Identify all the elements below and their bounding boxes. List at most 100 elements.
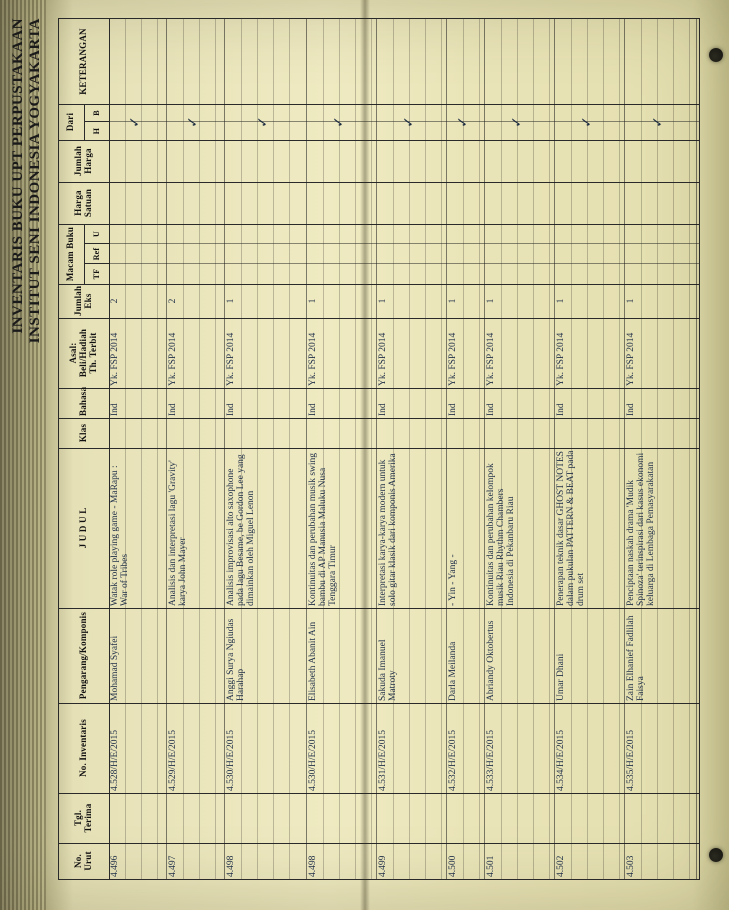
photo-scene: INVENTARIS BUKU UPT PERPUSTAKAAN INSTITU… (0, 0, 729, 910)
table-row: 4.498 4.530/H/E/2015Anggi Surya Ngiudas H… (225, 19, 307, 879)
cell-no-inventaris: 4.530/H/E/2015 (308, 703, 375, 793)
cell-bahasa: Ind (486, 388, 553, 418)
cell-judul: Analisis improvisasi alto saxophone pada… (226, 448, 305, 608)
cell-pengarang: Elisabeth Abanit Ain (308, 608, 375, 703)
cell-no-inventaris: 4.533/H/E/2015 (486, 703, 553, 793)
cell-judul: Watak role playing game - MaRapu : War o… (110, 448, 165, 608)
cell-asal: Yk. FSP 2014 (378, 318, 445, 388)
cell-no-inventaris: 4.531/H/E/2015 (378, 703, 445, 793)
cell-dari-tick: ✓ (168, 104, 223, 140)
cell-no-inventaris: 4.535/H/E/2015 (626, 703, 695, 793)
table-row: 4.502 4.534/H/E/2015Umar DhaniPenerapan t… (555, 19, 625, 879)
table-row: 4.500 4.532/H/E/2015Darla Meilanda- Yin -… (447, 19, 485, 879)
cell-no-inventaris: 4.530/H/E/2015 (226, 703, 305, 793)
cell-bahasa: Ind (556, 388, 623, 418)
cell-no-urut: 4.500 (448, 843, 483, 879)
cell-judul: Penerapan teknik dasar GHOST NOTES dalam… (556, 448, 623, 608)
cell-no-urut: 4.503 (626, 843, 695, 879)
table-row: 4.497 4.529/H/E/2015 Analisis dan interpre… (167, 19, 225, 879)
cell-asal: Yk. FSP 2014 (556, 318, 623, 388)
cell-bahasa: Ind (308, 388, 375, 418)
ledger-page: INVENTARIS BUKU UPT PERPUSTAKAAN INSTITU… (0, 0, 729, 910)
subheader-macam_buku-Ref: Ref (84, 244, 109, 264)
cell-no-urut: 4.496 (110, 843, 165, 879)
cell-pengarang: Anggi Surya Ngiudas Harahap (226, 608, 305, 703)
table-row: 4.503 4.535/H/E/2015Zain Elhanief Fadlila… (625, 19, 697, 879)
subheader-macam_buku-U: U (84, 224, 109, 244)
cell-bahasa: Ind (378, 388, 445, 418)
title-line-1: INVENTARIS BUKU UPT PERPUSTAKAAN (10, 18, 27, 343)
cell-jumlah-eks: 1 (556, 284, 623, 318)
header-harga_satuan: HargaSatuan (74, 184, 94, 222)
header-jumlah_harga: JumlahHarga (74, 142, 94, 180)
cell-dari-tick: ✓ (626, 104, 695, 140)
cell-dari-tick: ✓ (556, 104, 623, 140)
table-header: No.Urut Tgl. Terima No. Inventaris Pengaran… (59, 19, 110, 879)
cell-pengarang (168, 608, 223, 703)
header-macam_buku: Macam Buku (66, 226, 76, 282)
cell-bahasa: Ind (226, 388, 305, 418)
cell-no-urut: 4.498 (226, 843, 305, 879)
header-no_urut: No.Urut (74, 845, 94, 877)
cell-bahasa: Ind (110, 388, 165, 418)
cell-dari-tick: ✓ (378, 104, 445, 140)
cell-bahasa: Ind (448, 388, 483, 418)
cell-dari-tick: ✓ (448, 104, 483, 140)
cell-dari-tick: ✓ (110, 104, 165, 140)
header-asal: Asal:Beli/HadiahTh. Terbit (69, 320, 99, 386)
cell-no-urut: 4.498 (308, 843, 375, 879)
cell-no-inventaris: 4.532/H/E/2015 (448, 703, 483, 793)
cell-asal: Yk. FSP 2014 (226, 318, 305, 388)
table-row: 4.499 4.531/H/E/2015Sakuda Imanuel Matrot… (377, 19, 447, 879)
subheader-macam_buku-TF: TF (84, 264, 109, 284)
cell-judul: - Yin - Yang - (448, 448, 483, 608)
header-tgl_terima: Tgl. Terima (74, 795, 94, 841)
cell-bahasa: Ind (626, 388, 695, 418)
cell-pengarang: Zain Elhanief Fadlilah Faisya (626, 608, 695, 703)
cell-asal: Yk. FSP 2014 (486, 318, 553, 388)
cell-jumlah-eks: 1 (626, 284, 695, 318)
subheader-dari-H: H (84, 122, 109, 140)
cell-no-urut: 4.501 (486, 843, 553, 879)
cell-judul: Penciptaan naskah drama 'Mudik Spinoza' … (626, 448, 695, 608)
cell-no-inventaris: 4.529/H/E/2015 (168, 703, 223, 793)
cell-pengarang: Umar Dhani (556, 608, 623, 703)
cell-pengarang: Mohamad Syafei (110, 608, 165, 703)
cell-pengarang: Darla Meilanda (448, 608, 483, 703)
hole-punch-icon (709, 48, 723, 62)
cell-asal: Yk. FSP 2014 (110, 318, 165, 388)
cell-jumlah-eks: 2 (168, 284, 223, 318)
cell-judul: Kontinuitas dan perubahan musik swing ba… (308, 448, 375, 608)
cell-jumlah-eks: 1 (378, 284, 445, 318)
cell-no-inventaris: 4.528/H/E/2015 (110, 703, 165, 793)
cell-pengarang: Sakuda Imanuel Matroty (378, 608, 445, 703)
cell-jumlah-eks: 2 (110, 284, 165, 318)
cell-pengarang: Abriandy Oktobertus (486, 608, 553, 703)
cell-no-inventaris: 4.534/H/E/2015 (556, 703, 623, 793)
cell-jumlah-eks: 1 (486, 284, 553, 318)
cell-jumlah-eks: 1 (308, 284, 375, 318)
cell-asal: Yk. FSP 2014 (448, 318, 483, 388)
cell-judul: Analisis dan interpretasi lagu 'Gravity'… (168, 448, 223, 608)
cell-judul: Interpretasi karya-karya modern untuk so… (378, 448, 445, 608)
table-row: 4.5014.533/H/E/2015Abriandy OktobertusKo… (485, 19, 555, 879)
cell-jumlah-eks: 1 (448, 284, 483, 318)
cell-no-urut: 4.499 (378, 843, 445, 879)
header-jumlah_eks: JumlahEks (74, 286, 94, 316)
cell-dari-tick: ✓ (308, 104, 375, 140)
cell-asal: Yk. FSP 2014 (308, 318, 375, 388)
cell-no-urut: 4.497 (168, 843, 223, 879)
cell-dari-tick: ✓ (486, 104, 553, 140)
cell-no-urut: 4.502 (556, 843, 623, 879)
header-judul: J U D U L (79, 450, 89, 606)
header-no_inventaris: No. Inventaris (79, 705, 89, 791)
subheader-dari-B: B (84, 104, 109, 122)
header-klas: Klas (79, 420, 89, 446)
cell-jumlah-eks: 1 (226, 284, 305, 318)
title-line-2: INSTITUT SENI INDONESIA YOGYAKARTA (27, 18, 44, 343)
header-dari: Dari (66, 106, 76, 138)
page-title: INVENTARIS BUKU UPT PERPUSTAKAAN INSTITU… (10, 18, 44, 343)
cell-asal: Yk. FSP 2014 (626, 318, 695, 388)
hole-punch-icon (709, 848, 723, 862)
header-pengarang: Pengarang/Komponis (79, 610, 89, 701)
